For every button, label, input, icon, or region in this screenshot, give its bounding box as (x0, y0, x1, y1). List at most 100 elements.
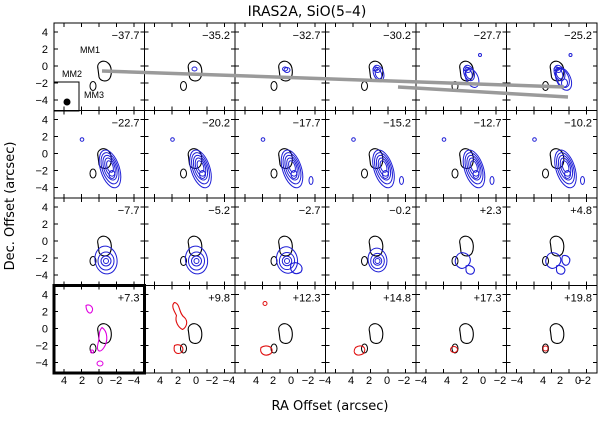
sio-emission (353, 345, 366, 356)
blue-contour (561, 160, 570, 173)
velocity-label: +9.8 (208, 293, 230, 305)
sio-emission (372, 64, 385, 82)
sio-emission (463, 53, 482, 88)
continuum-contour-mm1 (549, 323, 565, 344)
sio-emission (184, 245, 209, 275)
panel-ticks (506, 23, 597, 111)
velocity-label: −22.7 (112, 118, 140, 130)
blue-contour (308, 176, 314, 185)
source-label-mm2: MM2 (62, 69, 82, 79)
blue-contour (199, 170, 206, 179)
blue-contour (464, 67, 472, 73)
blue-contour (100, 152, 120, 185)
y-tick-label: 0 (42, 236, 48, 248)
continuum-contour-mm2 (451, 256, 459, 266)
red-contour (262, 301, 268, 306)
blue-contour (532, 137, 537, 142)
continuum-contour-mm2 (361, 81, 368, 91)
panel-ticks (235, 110, 326, 198)
continuum-contours (361, 323, 384, 354)
y-tick-label: 4 (42, 290, 48, 302)
red-contour (173, 344, 184, 355)
panel-ticks (235, 285, 326, 373)
blue-contour (472, 170, 480, 179)
magenta-contour (90, 349, 94, 354)
blue-contour (170, 137, 175, 142)
x-tick-label: −4 (415, 375, 428, 387)
channel-panel: +4.8 (506, 197, 598, 286)
blue-contour (191, 255, 202, 267)
blue-contour (463, 64, 475, 82)
continuum-contours (451, 235, 474, 266)
x-tick-label: −2 (398, 375, 411, 387)
sio-emission (454, 252, 475, 275)
blue-contour (278, 251, 296, 271)
outflow-axis-lines (101, 69, 569, 99)
x-axis-ticks: 4 2 0 −2 −4 4 2 0 −2 −4 4 2 0 −2 −4 4 2 … (61, 375, 591, 387)
blue-contour (286, 157, 298, 177)
velocity-label: −17.7 (293, 118, 321, 130)
blue-contour (189, 149, 212, 189)
x-tick-label: 4 (540, 375, 546, 387)
red-contour (172, 301, 188, 331)
blue-contour (466, 154, 482, 181)
x-tick-label: 0 (575, 375, 581, 387)
sio-emission (545, 252, 571, 275)
x-tick-label: −4 (511, 375, 524, 387)
continuum-contour-mm2 (89, 168, 97, 179)
channel-panel: +9.8 (144, 285, 236, 374)
continuum-contours (180, 60, 203, 91)
blue-contour (465, 264, 475, 275)
sio-emission (172, 301, 188, 355)
y-tick-label: 0 (42, 324, 48, 336)
panel-ticks (506, 285, 597, 373)
panel-grid: −37.7 MM1 MM2 MM3 −35.2 −32.7 −30.2 −27.7 −25.2 −… (52, 22, 598, 375)
y-tick-label: −4 (35, 270, 48, 282)
x-tick-label: 2 (175, 375, 181, 387)
y-tick-label: −2 (35, 166, 48, 178)
red-contour (542, 345, 549, 352)
blue-contour (556, 152, 575, 185)
continuum-contour-mm2 (270, 81, 278, 91)
blue-contour (196, 160, 205, 173)
velocity-label: +7.3 (118, 293, 140, 305)
continuum-contours (361, 235, 384, 266)
continuum-contours (180, 148, 203, 179)
red-contour (353, 345, 366, 356)
x-tick-label: 0 (384, 375, 390, 387)
continuum-contours (89, 235, 112, 266)
blue-contour (478, 53, 482, 57)
channel-panel: −25.2 (506, 22, 598, 111)
blue-contour (555, 67, 562, 73)
blue-contour (374, 68, 383, 80)
continuum-contours (89, 60, 112, 91)
y-tick-label: 2 (42, 219, 48, 231)
sio-emission (79, 137, 122, 189)
y-tick-label: −4 (35, 358, 48, 370)
outflow-axis-line (397, 85, 569, 99)
panel-ticks (416, 110, 507, 198)
channel-panel: −37.7 MM1 MM2 MM3 (53, 22, 145, 112)
y-tick-label: −4 (35, 95, 48, 107)
beam-ellipse (63, 98, 71, 106)
velocity-label: −10.2 (564, 118, 592, 130)
channel-panel: −15.2 (325, 110, 417, 199)
blue-contour (399, 176, 404, 185)
blue-contour (94, 245, 118, 275)
velocity-label: +2.3 (480, 205, 502, 217)
blue-contour (554, 67, 573, 91)
continuum-contour-mm2 (451, 168, 459, 179)
y-tick-label: −2 (35, 78, 48, 90)
y-tick-label: 4 (42, 27, 48, 39)
sio-emission (282, 66, 291, 73)
x-tick-label: −2 (302, 375, 315, 387)
continuum-contours (180, 323, 203, 354)
velocity-label: −25.2 (564, 30, 592, 42)
magenta-contour (85, 304, 94, 314)
continuum-contour-mm1 (459, 235, 474, 257)
y-tick-label: 0 (42, 61, 48, 73)
sio-emission (542, 345, 549, 352)
continuum-contour-mm2 (451, 343, 459, 354)
continuum-contour-mm1 (187, 60, 203, 82)
y-tick-label: −2 (35, 341, 48, 353)
